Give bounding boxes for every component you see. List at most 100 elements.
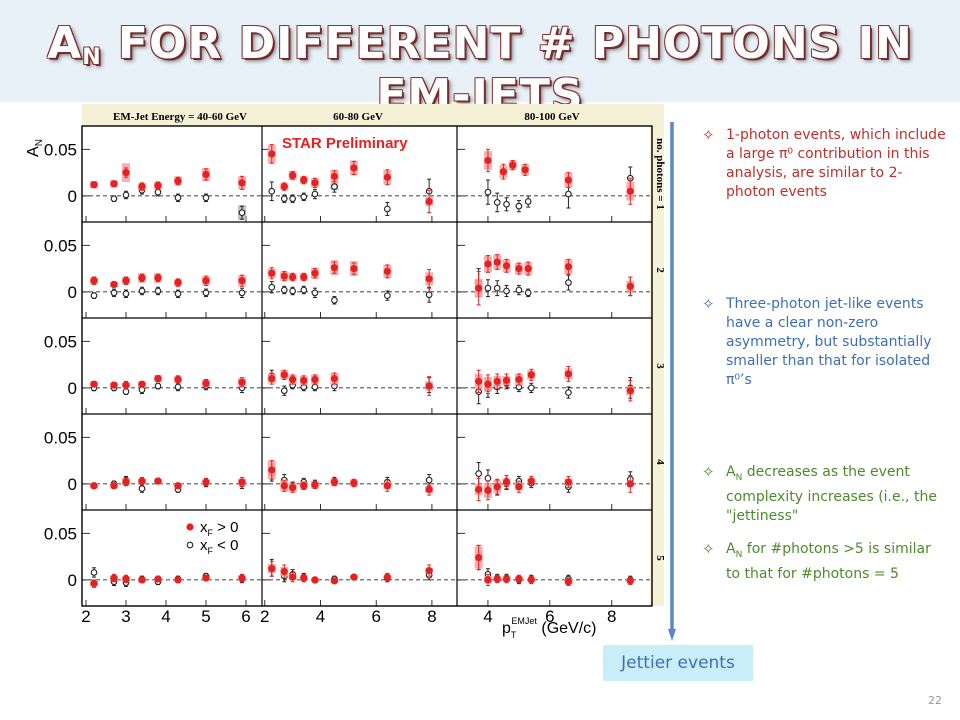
point-xf-positive: [515, 375, 523, 384]
point-xf-negative: [280, 195, 288, 203]
data-points: [90, 144, 635, 588]
title-subscript: N: [82, 45, 102, 70]
point-xf-negative: [527, 384, 535, 392]
point-xf-positive: [502, 478, 511, 486]
point-xf-positive: [564, 263, 573, 271]
title-bar: [0, 0, 960, 102]
point-xf-positive: [425, 197, 433, 206]
bullet-3-text: AN decreases as the event complexity inc…: [726, 464, 937, 524]
point-xf-positive: [90, 380, 98, 388]
point-xf-positive: [493, 377, 501, 385]
bullet-1: ✧ 1-photon events, which include a large …: [702, 126, 947, 202]
point-xf-positive: [280, 182, 288, 191]
bullet-3: ✧ AN decreases as the event complexity in…: [702, 463, 947, 526]
point-xf-negative: [565, 279, 572, 286]
point-xf-positive: [154, 477, 162, 485]
point-xf-positive: [289, 171, 297, 179]
x-tick-label: 5: [201, 607, 210, 626]
point-xf-positive: [383, 482, 391, 490]
x-tick-label: 8: [427, 607, 436, 626]
point-xf-positive: [110, 381, 118, 389]
point-xf-positive: [202, 478, 210, 486]
point-xf-positive: [300, 273, 308, 281]
bullet-block-2: ✧ Three-photon jet-like events have a cle…: [702, 295, 947, 390]
point-xf-negative: [138, 386, 146, 394]
x-axis-label: pTEMJet (GeV/c): [502, 616, 596, 640]
point-xf-positive: [311, 481, 319, 489]
x-tick-label: 2: [81, 607, 90, 626]
point-xf-positive: [626, 187, 634, 195]
point-xf-negative: [300, 193, 308, 201]
point-xf-positive: [311, 375, 319, 384]
row-label: 4: [654, 459, 666, 465]
point-xf-positive: [330, 374, 339, 383]
point-xf-positive: [202, 379, 210, 387]
point-xf-positive: [564, 578, 573, 586]
y-axis-label: AN: [25, 139, 45, 157]
y-tick-label: 0.05: [44, 428, 77, 447]
point-xf-positive: [174, 375, 182, 384]
point-xf-positive: [350, 164, 358, 172]
point-xf-negative: [110, 289, 118, 297]
point-xf-positive: [138, 182, 146, 191]
point-xf-negative: [475, 470, 483, 478]
column-header: 60-80 GeV: [333, 111, 383, 123]
point-xf-positive: [238, 277, 246, 285]
point-xf-negative: [280, 387, 288, 395]
point-xf-negative: [154, 382, 162, 390]
point-xf-positive: [493, 483, 501, 491]
point-xf-negative: [503, 287, 510, 295]
point-xf-positive: [289, 573, 297, 581]
legend-marker-negative: [186, 541, 194, 549]
point-xf-positive: [90, 580, 98, 588]
point-xf-negative: [484, 284, 492, 292]
point-xf-negative: [289, 287, 296, 295]
bullet-1-text: 1-photon events, which include a large π…: [726, 127, 946, 200]
bullet-4: ✧ AN for #photons >5 is similar to that f…: [702, 540, 947, 584]
point-xf-positive: [626, 577, 634, 585]
point-xf-negative: [154, 188, 162, 196]
point-xf-positive: [484, 156, 492, 165]
x-tick-label: 6: [371, 607, 380, 626]
point-xf-positive: [502, 262, 511, 270]
point-xf-positive: [202, 170, 210, 179]
point-xf-negative: [122, 290, 130, 298]
star-bullet-icon: ✧: [702, 126, 715, 144]
point-xf-positive: [527, 477, 535, 485]
point-xf-positive: [350, 479, 358, 487]
point-xf-negative: [300, 286, 308, 294]
point-xf-positive: [425, 275, 433, 283]
point-xf-negative: [311, 190, 319, 198]
point-xf-positive: [515, 483, 523, 491]
point-xf-negative: [174, 383, 182, 391]
y-tick-label: 0.05: [44, 140, 77, 159]
point-xf-positive: [138, 576, 146, 584]
star-bullet-icon: ✧: [702, 463, 715, 481]
point-xf-negative: [515, 202, 523, 210]
point-xf-positive: [564, 176, 573, 184]
point-xf-negative: [122, 388, 130, 395]
star-preliminary-label: STAR Preliminary: [282, 135, 408, 152]
point-xf-positive: [110, 280, 118, 289]
point-xf-negative: [384, 205, 391, 213]
point-xf-positive: [154, 575, 162, 583]
y-tick-label: 0.05: [44, 524, 77, 543]
point-xf-positive: [289, 375, 297, 384]
x-tick-label: 4: [316, 607, 325, 626]
point-xf-positive: [122, 478, 130, 486]
column-header: 80-100 GeV: [524, 111, 579, 123]
point-xf-negative: [110, 195, 118, 203]
point-xf-positive: [202, 574, 210, 582]
point-xf-positive: [90, 482, 98, 490]
point-xf-negative: [384, 292, 391, 299]
point-xf-negative: [174, 194, 182, 202]
panel-grid: [81, 125, 653, 607]
point-xf-positive: [90, 181, 98, 189]
point-xf-positive: [122, 575, 130, 583]
bullet-block-3: ✧ AN decreases as the event complexity in…: [702, 463, 947, 584]
point-xf-negative: [311, 383, 319, 391]
point-xf-positive: [154, 274, 162, 282]
point-xf-positive: [383, 573, 391, 581]
y-tick-label: 0: [68, 379, 77, 398]
point-xf-positive: [280, 482, 288, 490]
